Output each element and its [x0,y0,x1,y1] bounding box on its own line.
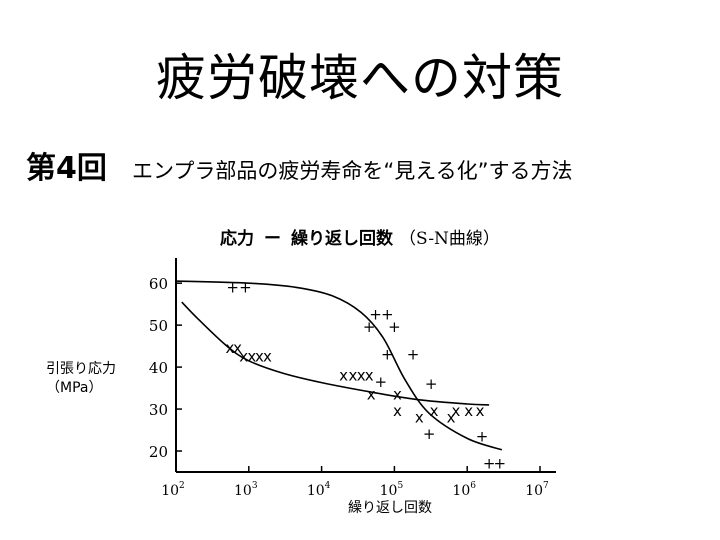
slide-subtitle: エンプラ部品の疲労寿命を“見える化”する方法 [131,159,573,183]
y-tick-label: 40 [149,359,168,377]
subtitle-row: 第4回 エンプラ部品の疲労寿命を“見える化”する方法 [26,143,716,187]
data-point: x [247,348,256,366]
data-point: x [233,339,242,357]
chart-title-stress: 応力 [220,229,255,249]
y-tick-label: 20 [149,443,168,461]
data-point: + [407,346,420,364]
chart-title-cycles: 繰り返し回数 [291,229,394,249]
data-point: x [464,402,473,420]
y-axis-label: 引張り応力 （MPa） [46,360,146,398]
data-point: x [451,402,460,420]
data-point: x [393,385,402,403]
x-axis-label: 繰り返し回数 [348,500,432,516]
y-axis-label-line1: 引張り応力 [46,361,116,377]
data-point: x [255,348,264,366]
data-point: x [367,385,376,403]
data-point: + [388,318,401,336]
data-point: + [381,346,394,364]
chart-title: 応力ー繰り返し回数 （S-N曲線） [0,224,720,249]
data-point: x [349,366,358,384]
chart-title-sn-curve: （S-N曲線） [399,229,500,249]
sn-curve-series-2 [181,301,490,406]
data-point: + [425,375,438,393]
y-tick-label: 50 [149,317,168,335]
data-point: + [363,318,376,336]
data-point: + [483,455,496,473]
data-point: x [393,402,402,420]
lecture-number: 第4回 [26,151,107,186]
y-axis-label-line2: （MPa） [46,380,103,396]
data-point: x [365,366,374,384]
data-point: + [374,373,387,391]
data-point: x [239,348,248,366]
x-tick-label: 107 [525,481,549,499]
y-tick-label: 60 [149,275,168,293]
chart-title-dash: ー [264,229,282,249]
y-tick-label: 30 [149,401,168,419]
x-tick-label: 105 [380,481,404,499]
data-point: + [226,278,239,296]
x-tick-label: 104 [307,481,331,499]
data-point: x [430,402,439,420]
x-tick-label: 106 [452,481,476,499]
data-point: x [263,348,272,366]
data-point: + [381,306,394,324]
data-point: x [476,402,485,420]
data-point: x [447,408,456,426]
x-tick-label: 103 [234,481,258,499]
data-point: + [239,278,252,296]
sn-curve-series-1 [175,280,503,451]
data-point: + [476,427,489,445]
data-point: x [415,408,424,426]
data-point: x [339,366,348,384]
data-point: + [423,425,436,443]
data-point: x [357,366,366,384]
data-point: + [369,306,382,324]
data-point: x [225,339,234,357]
slide-title: 疲労破壊への対策 [156,49,564,107]
data-point: + [493,455,506,473]
x-tick-label: 102 [161,481,185,499]
